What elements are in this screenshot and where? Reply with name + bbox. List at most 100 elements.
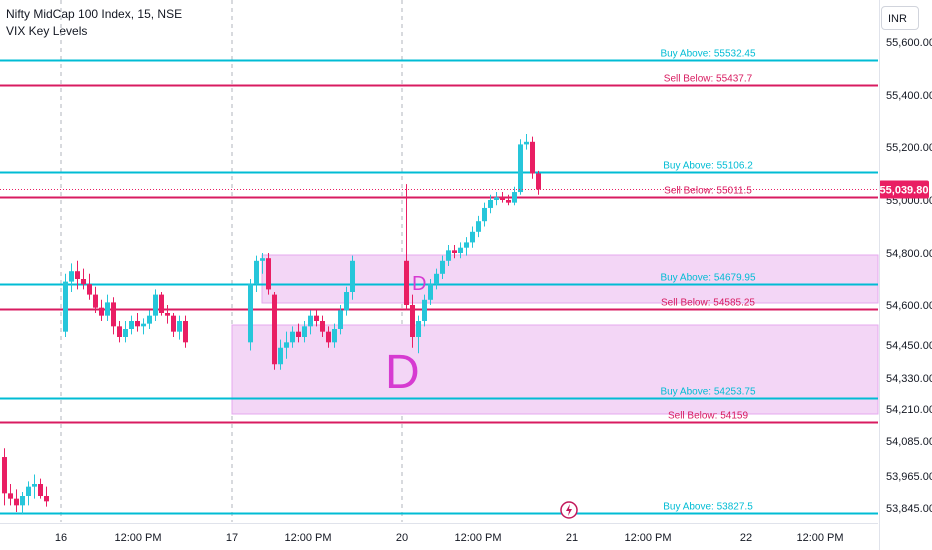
candle bbox=[32, 474, 37, 499]
candle-body bbox=[320, 321, 325, 332]
candle bbox=[512, 186, 517, 206]
level-label: Sell Below: 55437.7 bbox=[664, 74, 753, 85]
candle bbox=[75, 260, 80, 290]
candle bbox=[458, 242, 463, 259]
candle bbox=[123, 321, 128, 343]
price-tick-label: 53,965.00 bbox=[886, 471, 932, 483]
candle bbox=[20, 492, 25, 515]
candle-body bbox=[314, 315, 319, 321]
candle bbox=[404, 184, 409, 311]
candle-body bbox=[326, 331, 331, 343]
candlesticks bbox=[2, 134, 541, 515]
symbol-title[interactable]: Nifty MidCap 100 Index, 15, NSE bbox=[6, 7, 183, 21]
candle-body bbox=[446, 250, 451, 261]
candle bbox=[38, 478, 43, 499]
candle-body bbox=[422, 299, 427, 321]
time-axis: 16 12:00 PM 17 12:00 PM 20 12:00 PM 21 12:00 PM… bbox=[0, 0, 880, 550]
candle-body bbox=[536, 173, 541, 190]
candle bbox=[428, 279, 433, 305]
candle-body bbox=[494, 197, 499, 200]
candle bbox=[141, 318, 146, 335]
last-price-label: 55,039.80 bbox=[880, 184, 929, 196]
candle bbox=[81, 268, 86, 290]
candle bbox=[470, 226, 475, 248]
candle bbox=[111, 297, 116, 335]
candle bbox=[344, 286, 349, 316]
price-tick-label: 54,085.00 bbox=[886, 436, 932, 448]
price-tick-label: 54,210.00 bbox=[886, 404, 932, 416]
candle-body bbox=[260, 258, 265, 261]
candle bbox=[476, 215, 481, 238]
candle-body bbox=[38, 484, 43, 496]
candle-body bbox=[482, 207, 487, 222]
candle-body bbox=[452, 250, 457, 253]
candle-body bbox=[129, 321, 134, 329]
currency-button[interactable]: INR bbox=[881, 6, 919, 30]
candle-body bbox=[470, 231, 475, 243]
candle bbox=[314, 310, 319, 327]
candle-body bbox=[75, 271, 80, 279]
indicator-name[interactable]: VIX Key Levels bbox=[6, 24, 88, 38]
candle-body bbox=[518, 144, 523, 193]
candle-body bbox=[284, 342, 289, 348]
candle bbox=[332, 323, 337, 348]
candle-body bbox=[410, 305, 415, 337]
level-label: Sell Below: 54159 bbox=[668, 411, 748, 422]
last-price-badge bbox=[879, 180, 929, 199]
candle bbox=[2, 448, 7, 506]
time-tick-label: 21 bbox=[566, 532, 578, 544]
candle-body bbox=[308, 315, 313, 327]
candle-body bbox=[159, 294, 164, 313]
zone-label-small: D bbox=[412, 273, 426, 295]
candle bbox=[440, 255, 445, 279]
candle-body bbox=[177, 321, 182, 332]
candle-body bbox=[254, 260, 259, 285]
candle bbox=[500, 192, 505, 203]
price-tick-label: 53,845.00 bbox=[886, 503, 932, 515]
price-axis: 55,600.0055,400.0055,200.0055,000.0054,8… bbox=[0, 37, 932, 515]
candle bbox=[254, 255, 259, 292]
candle bbox=[506, 194, 511, 206]
candle-body bbox=[135, 321, 140, 327]
price-tick-label: 54,600.00 bbox=[886, 300, 932, 312]
level-label: Buy Above: 54253.75 bbox=[660, 387, 756, 398]
grid-lines bbox=[60, 0, 403, 522]
candle bbox=[308, 310, 313, 335]
candle-body bbox=[266, 258, 271, 290]
candle-body bbox=[165, 313, 170, 316]
candle bbox=[464, 237, 469, 256]
candle-body bbox=[183, 321, 188, 343]
price-tick-label: 55,600.00 bbox=[886, 37, 932, 49]
event-marker-icon[interactable] bbox=[560, 501, 578, 519]
candle bbox=[159, 292, 164, 316]
candle-body bbox=[434, 273, 439, 285]
candle bbox=[320, 315, 325, 337]
key-level-lines: Buy Above: 55532.45 Sell Below: 55437.7 Bu… bbox=[0, 49, 878, 515]
price-tick-label: 54,330.00 bbox=[886, 373, 932, 385]
candle-body bbox=[2, 457, 7, 494]
candle-body bbox=[32, 484, 37, 487]
candle-body bbox=[530, 141, 535, 174]
candle-body bbox=[404, 260, 409, 305]
candle bbox=[284, 331, 289, 359]
price-tick-label: 55,200.00 bbox=[886, 142, 932, 154]
candle bbox=[69, 263, 74, 292]
candle-body bbox=[81, 279, 86, 285]
demand-zone-upper bbox=[261, 254, 879, 304]
candle-body bbox=[93, 294, 98, 308]
candle-body bbox=[296, 331, 301, 337]
candle-body bbox=[63, 281, 68, 332]
candle-body bbox=[476, 221, 481, 232]
candle bbox=[302, 321, 307, 343]
candle-body bbox=[344, 292, 349, 311]
candle bbox=[147, 310, 152, 329]
candle bbox=[171, 313, 176, 337]
price-tick-label: 54,800.00 bbox=[886, 248, 932, 260]
candle-body bbox=[488, 200, 493, 208]
candle-body bbox=[440, 260, 445, 274]
misc-marks bbox=[560, 501, 578, 519]
time-tick-label: 12:00 PM bbox=[624, 532, 671, 544]
time-tick-label: 12:00 PM bbox=[454, 532, 501, 544]
candle bbox=[129, 315, 134, 335]
